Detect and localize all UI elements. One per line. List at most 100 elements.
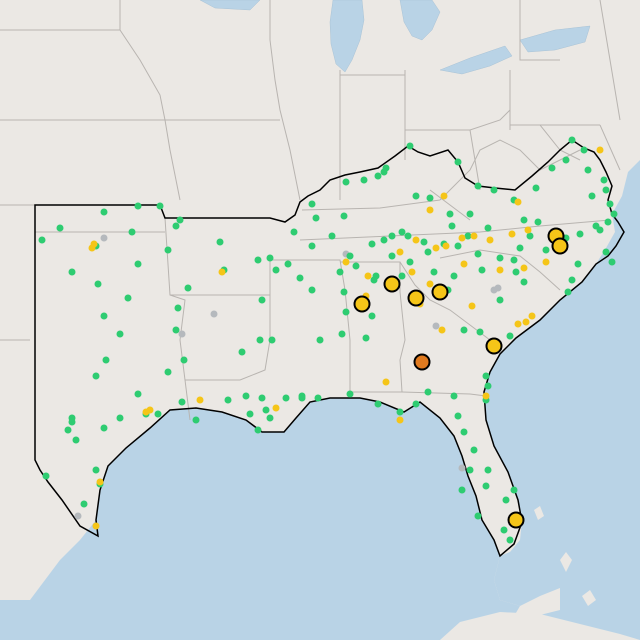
yellow-marker[interactable]	[508, 230, 516, 238]
green-marker[interactable]	[602, 186, 610, 194]
green-marker[interactable]	[426, 194, 434, 202]
green-marker[interactable]	[454, 412, 462, 420]
green-marker[interactable]	[608, 258, 616, 266]
green-marker[interactable]	[474, 250, 482, 258]
large-yellow-marker[interactable]	[383, 275, 401, 293]
green-marker[interactable]	[484, 382, 492, 390]
yellow-marker[interactable]	[468, 302, 476, 310]
green-marker[interactable]	[482, 372, 490, 380]
green-marker[interactable]	[164, 246, 172, 254]
green-marker[interactable]	[454, 158, 462, 166]
green-marker[interactable]	[100, 208, 108, 216]
green-marker[interactable]	[256, 336, 264, 344]
green-marker[interactable]	[164, 368, 172, 376]
yellow-marker[interactable]	[96, 478, 104, 486]
large-yellow-marker[interactable]	[485, 337, 503, 355]
green-marker[interactable]	[562, 156, 570, 164]
yellow-marker[interactable]	[486, 236, 494, 244]
green-marker[interactable]	[268, 336, 276, 344]
green-marker[interactable]	[246, 410, 254, 418]
green-marker[interactable]	[496, 254, 504, 262]
green-marker[interactable]	[92, 372, 100, 380]
green-marker[interactable]	[448, 222, 456, 230]
green-marker[interactable]	[584, 166, 592, 174]
green-marker[interactable]	[336, 268, 344, 276]
green-marker[interactable]	[574, 260, 582, 268]
yellow-marker[interactable]	[470, 232, 478, 240]
green-marker[interactable]	[94, 280, 102, 288]
large-yellow-marker[interactable]	[353, 295, 371, 313]
green-marker[interactable]	[184, 284, 192, 292]
green-marker[interactable]	[482, 482, 490, 490]
yellow-marker[interactable]	[524, 226, 532, 234]
green-marker[interactable]	[510, 256, 518, 264]
green-marker[interactable]	[404, 232, 412, 240]
green-marker[interactable]	[134, 202, 142, 210]
green-marker[interactable]	[68, 268, 76, 276]
yellow-marker[interactable]	[426, 206, 434, 214]
green-marker[interactable]	[224, 396, 232, 404]
large-yellow-marker[interactable]	[407, 289, 425, 307]
yellow-marker[interactable]	[426, 280, 434, 288]
green-marker[interactable]	[412, 192, 420, 200]
green-marker[interactable]	[450, 272, 458, 280]
green-marker[interactable]	[520, 278, 528, 286]
green-marker[interactable]	[154, 410, 162, 418]
green-marker[interactable]	[242, 392, 250, 400]
green-marker[interactable]	[192, 416, 200, 424]
green-marker[interactable]	[180, 356, 188, 364]
green-marker[interactable]	[576, 230, 584, 238]
green-marker[interactable]	[116, 330, 124, 338]
green-marker[interactable]	[172, 222, 180, 230]
green-marker[interactable]	[282, 394, 290, 402]
green-marker[interactable]	[588, 192, 596, 200]
yellow-marker[interactable]	[514, 198, 522, 206]
green-marker[interactable]	[500, 526, 508, 534]
yellow-marker[interactable]	[142, 408, 150, 416]
green-marker[interactable]	[430, 268, 438, 276]
green-marker[interactable]	[328, 232, 336, 240]
green-marker[interactable]	[496, 296, 504, 304]
yellow-marker[interactable]	[412, 236, 420, 244]
yellow-marker[interactable]	[520, 264, 528, 272]
green-marker[interactable]	[564, 288, 572, 296]
green-marker[interactable]	[68, 414, 76, 422]
green-marker[interactable]	[532, 184, 540, 192]
green-marker[interactable]	[258, 296, 266, 304]
green-marker[interactable]	[568, 276, 576, 284]
green-marker[interactable]	[374, 172, 382, 180]
green-marker[interactable]	[342, 308, 350, 316]
yellow-marker[interactable]	[218, 268, 226, 276]
green-marker[interactable]	[216, 238, 224, 246]
green-marker[interactable]	[312, 214, 320, 222]
yellow-marker[interactable]	[396, 248, 404, 256]
green-marker[interactable]	[506, 536, 514, 544]
green-marker[interactable]	[610, 210, 618, 218]
green-marker[interactable]	[516, 244, 524, 252]
green-marker[interactable]	[388, 252, 396, 260]
green-marker[interactable]	[134, 260, 142, 268]
green-marker[interactable]	[374, 400, 382, 408]
green-marker[interactable]	[284, 260, 292, 268]
green-marker[interactable]	[534, 218, 542, 226]
green-marker[interactable]	[484, 466, 492, 474]
green-marker[interactable]	[346, 252, 354, 260]
green-marker[interactable]	[398, 228, 406, 236]
green-marker[interactable]	[478, 266, 486, 274]
green-marker[interactable]	[526, 232, 534, 240]
yellow-marker[interactable]	[364, 272, 372, 280]
green-marker[interactable]	[100, 424, 108, 432]
green-marker[interactable]	[380, 236, 388, 244]
green-marker[interactable]	[156, 202, 164, 210]
green-marker[interactable]	[476, 328, 484, 336]
green-marker[interactable]	[116, 414, 124, 422]
green-marker[interactable]	[454, 242, 462, 250]
yellow-marker[interactable]	[342, 258, 350, 266]
green-marker[interactable]	[38, 236, 46, 244]
large-orange-marker[interactable]	[413, 353, 431, 371]
green-marker[interactable]	[510, 486, 518, 494]
green-marker[interactable]	[352, 262, 360, 270]
green-marker[interactable]	[102, 356, 110, 364]
gray-marker[interactable]	[432, 322, 440, 330]
green-marker[interactable]	[124, 294, 132, 302]
